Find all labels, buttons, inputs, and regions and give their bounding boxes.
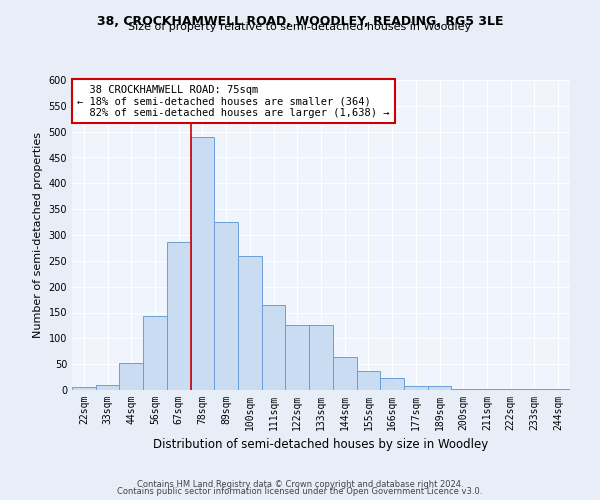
- Bar: [333, 358, 356, 390]
- Text: Contains public sector information licensed under the Open Government Licence v3: Contains public sector information licen…: [118, 487, 482, 496]
- Bar: [143, 316, 167, 390]
- Text: Contains HM Land Registry data © Crown copyright and database right 2024.: Contains HM Land Registry data © Crown c…: [137, 480, 463, 489]
- Bar: [380, 378, 404, 390]
- Bar: [262, 304, 286, 390]
- Bar: [96, 385, 119, 390]
- Bar: [404, 386, 428, 390]
- Bar: [214, 222, 238, 390]
- Bar: [428, 386, 451, 390]
- Bar: [309, 326, 333, 390]
- Bar: [238, 256, 262, 390]
- Bar: [72, 388, 96, 390]
- Text: Size of property relative to semi-detached houses in Woodley: Size of property relative to semi-detach…: [128, 22, 472, 32]
- Y-axis label: Number of semi-detached properties: Number of semi-detached properties: [33, 132, 43, 338]
- Bar: [451, 389, 475, 390]
- Text: 38, CROCKHAMWELL ROAD, WOODLEY, READING, RG5 3LE: 38, CROCKHAMWELL ROAD, WOODLEY, READING,…: [97, 15, 503, 28]
- X-axis label: Distribution of semi-detached houses by size in Woodley: Distribution of semi-detached houses by …: [154, 438, 488, 452]
- Text: 38 CROCKHAMWELL ROAD: 75sqm
← 18% of semi-detached houses are smaller (364)
  82: 38 CROCKHAMWELL ROAD: 75sqm ← 18% of sem…: [77, 84, 389, 118]
- Bar: [119, 363, 143, 390]
- Bar: [286, 326, 309, 390]
- Bar: [191, 137, 214, 390]
- Bar: [167, 242, 191, 390]
- Bar: [356, 371, 380, 390]
